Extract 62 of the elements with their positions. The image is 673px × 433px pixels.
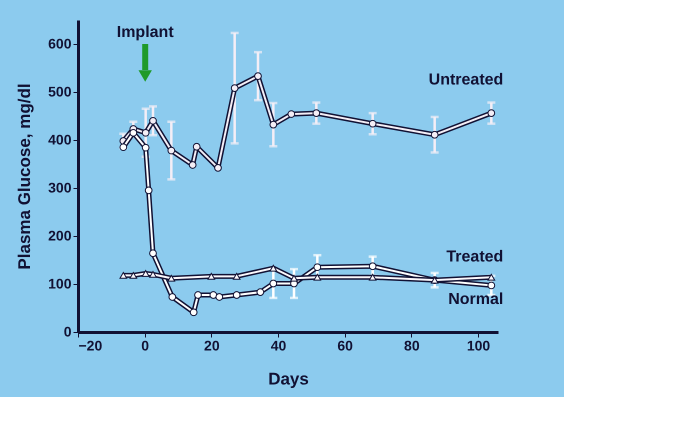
point [254, 72, 262, 80]
point [487, 282, 496, 290]
y-tick-label: 400 [48, 132, 72, 148]
point [232, 272, 241, 280]
point [368, 120, 377, 128]
point [312, 109, 320, 117]
x-tick-label: 0 [141, 338, 150, 354]
point [487, 109, 496, 117]
point [168, 293, 176, 301]
point [209, 291, 218, 299]
point [430, 130, 439, 139]
point [167, 146, 176, 154]
y-tick-label: 600 [48, 36, 72, 52]
point [149, 270, 157, 278]
point [188, 161, 197, 169]
point [129, 272, 138, 279]
y-axis-title: Plasma Glucose, mg/dl [15, 83, 34, 270]
x-tick-label: 80 [404, 338, 420, 354]
point [167, 274, 176, 282]
point [215, 293, 224, 301]
point [232, 291, 241, 299]
x-tick-label: −20 [78, 338, 102, 354]
point [207, 272, 216, 280]
point [313, 274, 322, 281]
point [119, 272, 128, 279]
point [149, 249, 157, 258]
point [368, 274, 377, 281]
point [129, 128, 138, 137]
point [368, 262, 377, 270]
x-axis-title: Days [268, 370, 309, 388]
x-tick-label: 40 [270, 338, 286, 354]
series-label: Normal [448, 290, 504, 308]
point [142, 144, 150, 152]
annotation: Implant [116, 24, 174, 41]
x-tick-label: 60 [337, 338, 354, 354]
point [149, 116, 157, 125]
point [287, 110, 296, 118]
point [144, 186, 153, 194]
point [269, 264, 278, 272]
series-label: Treated [446, 248, 504, 266]
point [194, 291, 202, 299]
y-tick-label: 300 [48, 180, 72, 196]
point [142, 128, 150, 137]
point [214, 164, 222, 172]
series-label: Untreated [428, 72, 504, 89]
point [313, 263, 322, 272]
y-tick-label: 0 [64, 324, 72, 340]
x-tick-label: 100 [466, 338, 490, 354]
point [256, 288, 264, 296]
y-tick-label: 500 [48, 84, 72, 100]
point [190, 308, 198, 316]
point [290, 274, 298, 282]
x-tick-label: 20 [204, 338, 220, 354]
y-tick-label: 200 [48, 228, 72, 244]
point [269, 280, 278, 288]
point [230, 84, 239, 92]
point [142, 270, 150, 277]
point [269, 120, 278, 128]
point [487, 274, 496, 281]
y-tick-label: 100 [48, 276, 72, 292]
point [119, 143, 128, 152]
point [192, 142, 201, 151]
